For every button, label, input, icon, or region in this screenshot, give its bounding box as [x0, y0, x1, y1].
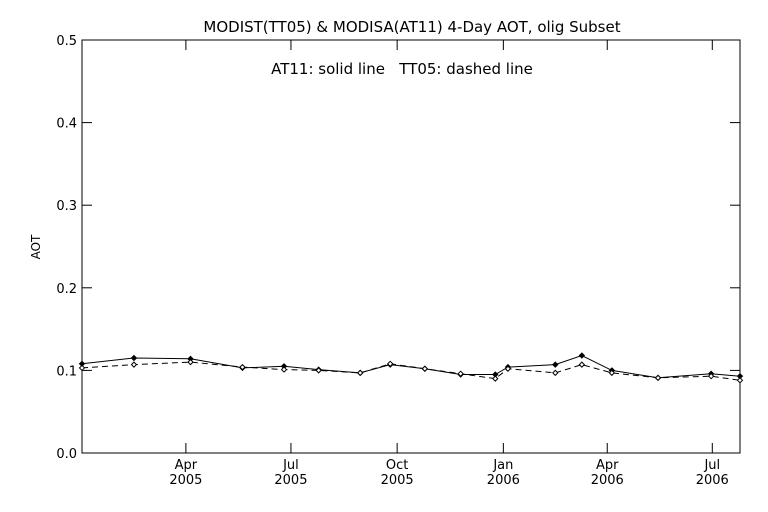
- point-tt05-9: [457, 370, 464, 377]
- x-tick-year-4: 2006: [591, 473, 624, 488]
- point-tt05-1: [130, 361, 138, 368]
- point-tt05-10: [492, 375, 499, 382]
- point-at11-13: [578, 352, 586, 359]
- point-at11-1: [130, 354, 138, 362]
- point-tt05-12: [552, 369, 559, 377]
- x-tick-month-0: Apr: [175, 458, 198, 473]
- x-tick-year-5: 2006: [696, 473, 729, 488]
- point-at11-12: [552, 361, 559, 368]
- y-tick-label-2: 0.2: [56, 282, 77, 297]
- x-tick-month-2: Oct: [386, 458, 408, 473]
- series-annotation: AT11: solid line TT05: dashed line: [271, 60, 533, 78]
- point-tt05-6: [356, 369, 364, 377]
- x-tick-month-3: Jan: [492, 458, 513, 473]
- y-tick-label-3: 0.3: [56, 199, 77, 214]
- plot-frame: [81, 39, 741, 454]
- y-tick-label-4: 0.4: [56, 117, 77, 132]
- x-tick-year-0: 2005: [169, 473, 202, 488]
- point-tt05-17: [736, 377, 744, 384]
- y-axis-label: AOT: [29, 234, 43, 259]
- x-tick-month-5: Jul: [703, 458, 720, 473]
- point-tt05-15: [654, 374, 662, 382]
- point-tt05-11: [504, 365, 512, 372]
- point-tt05-13: [578, 361, 586, 368]
- point-tt05-5: [315, 367, 322, 374]
- y-tick-label-0: 0.0: [56, 447, 77, 462]
- point-tt05-2: [187, 358, 194, 366]
- point-tt05-7: [387, 360, 394, 367]
- point-tt05-0: [78, 364, 86, 372]
- chart-title: MODIST(TT05) & MODISA(AT11) 4-Day AOT, o…: [203, 18, 620, 36]
- x-tick-year-2: 2005: [381, 473, 414, 488]
- series-layer: [78, 352, 744, 384]
- point-tt05-4: [280, 366, 288, 373]
- x-tick-year-3: 2006: [487, 473, 520, 488]
- y-tick-label-5: 0.5: [56, 34, 77, 49]
- y-tick-label-1: 0.1: [56, 364, 77, 379]
- point-tt05-3: [239, 363, 246, 371]
- point-tt05-14: [608, 369, 616, 377]
- y-axis: 0.0 0.1 0.2 0.3 0.4 0.5: [56, 34, 740, 462]
- x-tick-month-1: Jul: [282, 458, 299, 473]
- x-tick-month-4: Apr: [596, 458, 619, 473]
- series-line-tt05: [81, 361, 741, 381]
- x-tick-year-1: 2005: [274, 473, 307, 488]
- x-axis: Apr2005Jul2005Oct2005Jan2006Apr2006Jul20…: [169, 40, 729, 488]
- point-tt05-8: [421, 365, 429, 372]
- point-tt05-16: [707, 372, 715, 380]
